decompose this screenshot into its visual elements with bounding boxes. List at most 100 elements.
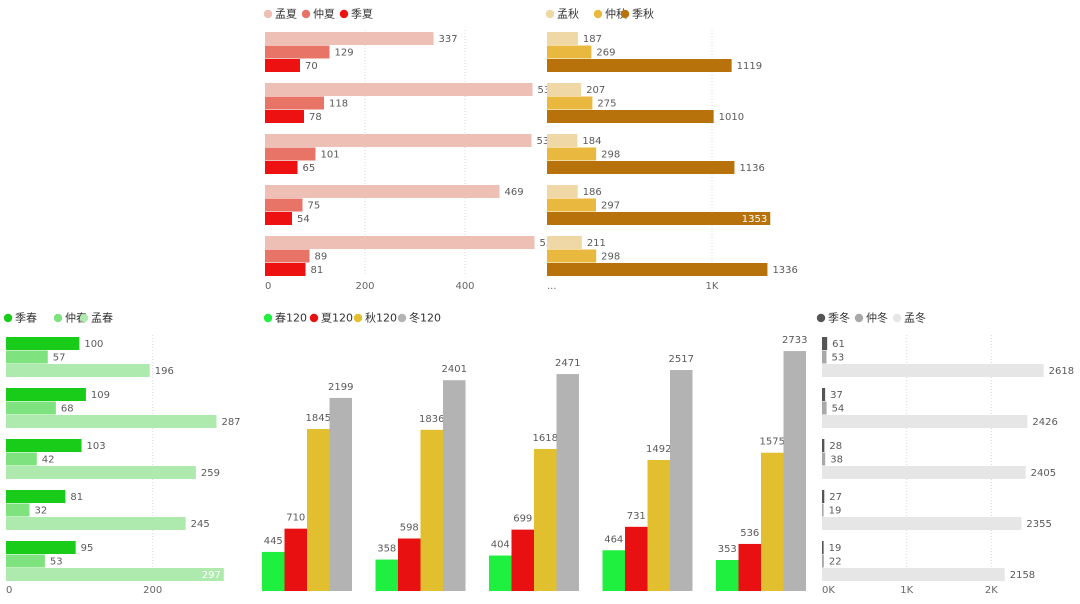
bar <box>547 212 771 225</box>
data-label: 19 <box>829 543 842 554</box>
bar <box>547 110 714 123</box>
data-label: 731 <box>627 511 646 522</box>
spring-legend: 季春 仲春 孟春 <box>3 311 113 325</box>
x-tick-label: 200 <box>355 281 374 292</box>
data-label: 1492 <box>646 444 671 455</box>
data-label: 464 <box>604 534 623 545</box>
summer-chart: 0200400337129705351187853310165469755453… <box>265 30 559 292</box>
bar <box>547 236 582 249</box>
data-label: 54 <box>832 404 845 415</box>
x-tick-label: 200 <box>143 585 162 596</box>
legend-marker <box>353 313 363 323</box>
data-label: 78 <box>309 112 322 123</box>
data-label: 53 <box>831 353 844 364</box>
bar <box>6 350 48 364</box>
bar <box>6 503 30 517</box>
bar <box>6 452 37 466</box>
bar <box>822 401 827 415</box>
bar <box>265 32 434 45</box>
data-label: 118 <box>329 99 348 110</box>
data-label: 187 <box>583 34 602 45</box>
data-label: 1618 <box>533 433 558 444</box>
data-label: 75 <box>308 201 321 212</box>
data-label: 699 <box>513 514 532 525</box>
data-label: 2426 <box>1032 417 1057 428</box>
bar <box>6 568 224 581</box>
bar <box>443 380 466 591</box>
bar <box>6 401 56 415</box>
data-label: 95 <box>81 543 94 554</box>
bar <box>547 59 732 72</box>
bar <box>670 370 693 591</box>
data-label: 469 <box>505 187 524 198</box>
data-label: 445 <box>264 536 283 547</box>
legend-marker <box>79 313 89 323</box>
data-label: 100 <box>84 339 103 350</box>
bar <box>547 198 597 212</box>
data-label: 22 <box>829 557 842 568</box>
legend-label: 冬120 <box>409 311 441 325</box>
data-label: 2199 <box>328 382 353 393</box>
legend-marker <box>854 313 864 323</box>
bar <box>265 249 310 263</box>
bar <box>265 134 532 147</box>
data-label: 2733 <box>782 335 807 346</box>
data-label: 1575 <box>760 437 785 448</box>
bar <box>647 460 670 591</box>
bar <box>265 45 330 59</box>
data-label: 710 <box>286 513 305 524</box>
bar <box>265 59 300 72</box>
data-label: 207 <box>586 85 605 96</box>
bar <box>6 517 186 530</box>
bar <box>420 429 443 591</box>
bar <box>822 452 826 466</box>
seasons120-legend: 春120 夏120 秋120 冬120 <box>263 311 441 325</box>
data-label: 1010 <box>719 112 744 123</box>
bar <box>716 560 739 591</box>
bar <box>489 555 512 591</box>
data-label: 536 <box>740 528 759 539</box>
bar <box>265 147 316 161</box>
x-tick-label: 0 <box>265 281 271 292</box>
data-label: 186 <box>583 187 602 198</box>
bar <box>761 452 784 591</box>
bar <box>511 529 534 591</box>
bar <box>6 388 86 401</box>
bar <box>547 185 578 198</box>
spring-chart: 0 200 100 57 196 109 68 287 103 42 259 81 32 245 95 53 2… <box>6 335 241 596</box>
data-label: 70 <box>305 61 318 72</box>
data-label: 245 <box>191 519 210 530</box>
data-label: 65 <box>303 163 316 174</box>
bar <box>822 337 828 350</box>
data-label: 1136 <box>739 163 764 174</box>
bar <box>738 543 761 591</box>
winter-chart: 0K 1K 2K 61 53 2618 37 54 2426 28 38 2405 27 19 2355 19… <box>822 335 1074 596</box>
bar <box>284 528 307 591</box>
seasons120-chart: 445 710 1845 2199 358 598 1836 2401 404 699 1618 24… <box>262 335 807 591</box>
bar <box>547 263 768 276</box>
bar <box>822 439 825 452</box>
data-label: 2405 <box>1031 468 1056 479</box>
data-label: 42 <box>42 455 55 466</box>
data-label: 53 <box>50 557 63 568</box>
legend-marker <box>545 9 555 19</box>
data-label: 32 <box>34 506 47 517</box>
data-label: 1845 <box>306 413 331 424</box>
legend-label: 季秋 <box>632 7 654 21</box>
bar <box>307 429 330 591</box>
bar <box>265 212 292 225</box>
bar <box>329 397 352 591</box>
summer-legend: 孟夏 仲夏 季夏 <box>263 7 373 21</box>
data-label: 54 <box>297 214 310 225</box>
bar <box>265 96 324 110</box>
bar <box>783 351 806 591</box>
data-label: 109 <box>91 390 110 401</box>
bar <box>6 490 66 503</box>
data-label: 68 <box>61 404 74 415</box>
data-label: 1836 <box>419 414 444 425</box>
bar <box>822 350 827 364</box>
bar <box>547 32 578 45</box>
data-label: 81 <box>311 265 324 276</box>
bar <box>822 388 826 401</box>
